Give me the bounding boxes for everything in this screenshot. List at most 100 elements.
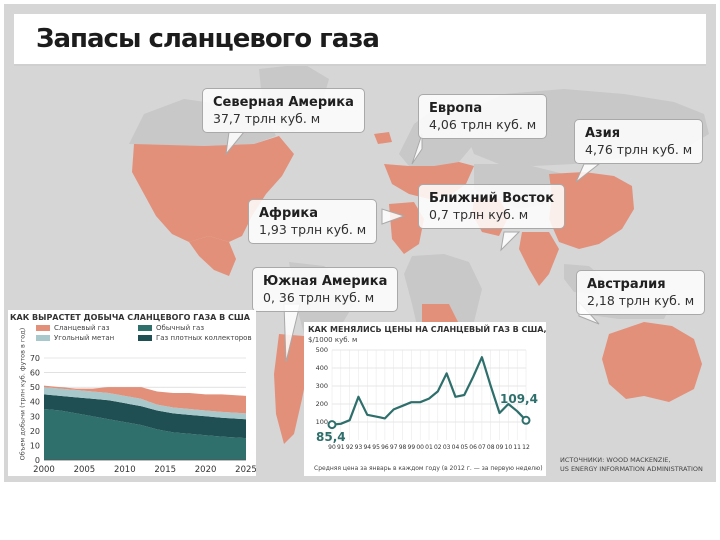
- x-tick-label: 01: [425, 444, 433, 451]
- x-tick-label: 2020: [195, 465, 217, 475]
- region-value: 4,76 трлн куб. м: [585, 142, 693, 157]
- x-tick-label: 05: [460, 444, 468, 451]
- legend-swatch: [138, 325, 152, 331]
- x-tick-label: 2010: [114, 465, 136, 475]
- region-value: 0,7 трлн куб. м: [429, 207, 529, 222]
- x-tick-label: 2015: [154, 465, 176, 475]
- y-tick-label: 0: [35, 456, 40, 465]
- source-line: ИСТОЧНИКИ: WOOD MACKENZIE,: [560, 456, 671, 464]
- y-tick-label: 200: [316, 400, 328, 408]
- infographic-frame: Запасы сланцевого газа Северная Америка …: [4, 4, 716, 482]
- area-series: [44, 387, 246, 420]
- x-tick-label: 12: [522, 444, 530, 451]
- x-tick-label: 90: [328, 444, 336, 451]
- x-tick-label: 06: [469, 444, 477, 451]
- source-note: ИСТОЧНИКИ: WOOD MACKENZIE, US ENERGY INF…: [560, 456, 703, 474]
- x-tick-label: 07: [478, 444, 486, 451]
- x-tick-label: 97: [390, 444, 398, 451]
- pointer-africa: [381, 208, 406, 225]
- x-tick-label: 00: [416, 444, 424, 451]
- y-tick-label: 100: [316, 418, 328, 426]
- x-tick-label: 2005: [74, 465, 96, 475]
- legend-swatch: [36, 325, 50, 331]
- callout-south-america: Южная Америка 0, 36 трлн куб. м: [252, 267, 399, 312]
- region-value: 4,06 трлн куб. м: [429, 117, 537, 132]
- price-chart-title: КАК МЕНЯЛИСЬ ЦЕНЫ НА СЛАНЦЕВЫЙ ГАЗ В США…: [308, 325, 547, 334]
- price-chart-unit: $/1000 куб. м: [308, 336, 358, 344]
- pointer-europe: [411, 133, 423, 165]
- y-tick-label: 40: [30, 398, 40, 407]
- start-point-marker: [327, 420, 337, 430]
- callout-asia: Азия 4,76 трлн куб. м: [574, 119, 704, 164]
- x-tick-label: 10: [505, 444, 513, 451]
- x-tick-label: 2025: [235, 465, 256, 475]
- x-tick-label: 04: [452, 444, 460, 451]
- y-tick-label: 70: [30, 354, 40, 363]
- y-tick-label: 20: [30, 427, 40, 436]
- end-value-label: 109,4: [500, 392, 538, 406]
- region-name: Австралия: [587, 277, 666, 292]
- end-point-marker: [521, 415, 531, 425]
- asia-shape: [549, 172, 634, 249]
- source-line: US ENERGY INFORMATION ADMINISTRATION: [560, 465, 703, 473]
- legend-item: Сланцевый газ: [36, 324, 109, 332]
- callout-australia: Австралия 2,18 трлн куб. м: [576, 270, 706, 315]
- x-tick-label: 92: [346, 444, 354, 451]
- y-tick-label: 60: [30, 369, 40, 378]
- x-tick-label: 93: [355, 444, 363, 451]
- x-tick-label: 02: [434, 444, 442, 451]
- x-tick-label: 96: [381, 444, 389, 451]
- x-tick-label: 91: [337, 444, 345, 451]
- x-tick-label: 98: [399, 444, 407, 451]
- legend-swatch: [138, 335, 152, 341]
- legend-label: Обычный газ: [156, 324, 205, 332]
- x-tick-label: 09: [496, 444, 504, 451]
- area-series: [44, 385, 246, 414]
- price-chart-panel: КАК МЕНЯЛИСЬ ЦЕНЫ НА СЛАНЦЕВЫЙ ГАЗ В США…: [304, 322, 547, 476]
- y-tick-label: 500: [316, 346, 328, 354]
- y-tick-label: 300: [316, 382, 328, 390]
- region-name: Северная Америка: [213, 95, 354, 110]
- legend-item: Обычный газ: [138, 324, 204, 332]
- region-name: Южная Америка: [263, 274, 388, 289]
- callout-middle-east: Ближний Восток 0,7 трлн куб. м: [418, 184, 566, 229]
- legend-item: Газ плотных коллекторов: [138, 334, 252, 342]
- region-value: 37,7 трлн куб. м: [213, 111, 321, 126]
- australia-shape: [602, 322, 702, 402]
- y-tick-label: 50: [30, 383, 40, 392]
- legend-swatch: [36, 335, 50, 341]
- x-tick-label: 08: [487, 444, 495, 451]
- region-value: 1,93 трлн куб. м: [259, 222, 367, 237]
- legend-label: Угольный метан: [54, 334, 115, 342]
- region-name: Европа: [429, 101, 483, 116]
- legend-item: Угольный метан: [36, 334, 114, 342]
- mexico-shape: [189, 236, 236, 276]
- area-series: [44, 409, 246, 460]
- region-name: Азия: [585, 126, 621, 141]
- production-area-chart: 0 10 20 30 40 50 60 70 2000 2005 2010 2015 2020 2025: [30, 354, 256, 475]
- y-tick-label: 30: [30, 412, 40, 421]
- argentina-shape: [274, 334, 309, 444]
- production-chart-panel: КАК ВЫРАСТЕТ ДОБЫЧА СЛАНЦЕВОГО ГАЗА В СШ…: [8, 310, 256, 476]
- north-america-shape: [132, 136, 294, 242]
- region-name: Африка: [259, 206, 318, 221]
- x-tick-label: 2000: [33, 465, 55, 475]
- pointer-middle-east: [500, 231, 521, 252]
- x-tick-label: 95: [372, 444, 380, 451]
- page-title: Запасы сланцевого газа: [36, 24, 380, 54]
- legend-label: Газ плотных коллекторов: [156, 334, 252, 342]
- region-value: 0, 36 трлн куб. м: [263, 290, 375, 305]
- production-chart-title: КАК ВЫРАСТЕТ ДОБЫЧА СЛАНЦЕВОГО ГАЗА В СШ…: [10, 313, 250, 322]
- price-line: [331, 356, 527, 426]
- legend-label: Сланцевый газ: [54, 324, 110, 332]
- callout-north-america: Северная Америка 37,7 трлн куб. м: [202, 88, 365, 133]
- y-tick-label: 400: [316, 364, 328, 372]
- callout-africa: Африка 1,93 трлн куб. м: [248, 199, 378, 244]
- x-tick-label: 94: [363, 444, 371, 451]
- iceland-shape: [374, 132, 392, 144]
- y-tick-label: 10: [30, 441, 40, 450]
- title-bar: Запасы сланцевого газа: [14, 14, 706, 66]
- india-shape: [519, 232, 559, 286]
- area-series: [44, 394, 246, 439]
